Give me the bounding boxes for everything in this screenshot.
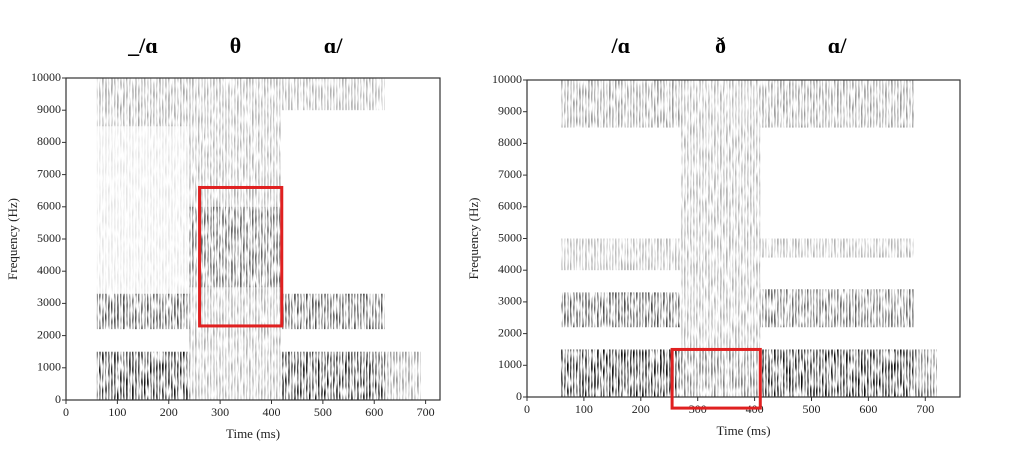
y-tick-label: 4000 — [37, 263, 61, 277]
y-tick-label: 4000 — [498, 262, 522, 276]
y-tick-label: 6000 — [498, 199, 522, 213]
energy-region — [561, 238, 681, 271]
energy-region — [281, 351, 385, 400]
y-tick-label: 8000 — [37, 134, 61, 148]
y-tick-label: 3000 — [37, 295, 61, 309]
energy-region — [96, 351, 190, 400]
highlight-box — [670, 347, 762, 410]
y-tick-label: 0 — [55, 392, 61, 406]
y-axis-title: Frequency (Hz) — [466, 198, 481, 280]
x-tick-label: 600 — [859, 402, 877, 416]
energy-region — [561, 292, 681, 328]
x-axis-title: Time (ms) — [226, 426, 280, 441]
energy-region — [760, 238, 914, 258]
y-tick-label: 6000 — [37, 199, 61, 213]
y-tick-label: 9000 — [498, 103, 522, 117]
y-tick-label: 10000 — [492, 72, 522, 86]
x-tick-label: 0 — [524, 402, 530, 416]
y-tick-label: 10000 — [31, 70, 61, 84]
y-tick-label: 8000 — [498, 135, 522, 149]
energy-region — [281, 78, 385, 111]
energy-region — [760, 349, 914, 397]
phone-label: _/ɑ — [127, 33, 158, 58]
highlight-box — [198, 185, 284, 328]
x-tick-label: 300 — [211, 405, 229, 419]
energy-region — [561, 349, 681, 397]
spectrogram — [561, 80, 937, 397]
x-axis-title: Time (ms) — [716, 423, 770, 438]
energy-region — [189, 206, 282, 288]
y-tick-label: 9000 — [37, 102, 61, 116]
x-tick-label: 400 — [262, 405, 280, 419]
spectrogram — [96, 78, 421, 400]
y-tick-label: 5000 — [37, 231, 61, 245]
energy-region — [913, 349, 937, 397]
energy-region — [96, 78, 190, 127]
energy-region — [561, 80, 681, 128]
y-tick-label: 2000 — [37, 327, 61, 341]
y-tick-label: 7000 — [498, 167, 522, 181]
x-tick-label: 500 — [314, 405, 332, 419]
phone-label: /ɑ — [611, 33, 631, 58]
energy-region — [760, 289, 914, 328]
y-tick-label: 2000 — [498, 325, 522, 339]
energy-region — [680, 349, 761, 397]
x-tick-label: 100 — [108, 405, 126, 419]
y-axis-title: Frequency (Hz) — [5, 198, 20, 280]
x-tick-label: 0 — [63, 405, 69, 419]
x-tick-label: 200 — [160, 405, 178, 419]
energy-region — [384, 351, 421, 400]
energy-region — [760, 80, 914, 128]
x-tick-label: 700 — [916, 402, 934, 416]
y-tick-label: 5000 — [498, 230, 522, 244]
x-tick-label: 700 — [417, 405, 435, 419]
y-tick-label: 7000 — [37, 166, 61, 180]
phone-label: ɑ/ — [828, 33, 848, 58]
x-tick-label: 100 — [575, 402, 593, 416]
energy-region — [281, 293, 385, 330]
phone-label: θ — [230, 33, 241, 58]
x-tick-label: 200 — [632, 402, 650, 416]
x-tick-label: 600 — [365, 405, 383, 419]
y-tick-label: 0 — [516, 389, 522, 403]
phone-label: ð — [715, 33, 726, 58]
y-tick-label: 1000 — [498, 357, 522, 371]
y-tick-label: 1000 — [37, 360, 61, 374]
y-tick-label: 3000 — [498, 294, 522, 308]
energy-region — [680, 80, 761, 350]
phone-label: ɑ/ — [324, 33, 344, 58]
x-tick-label: 500 — [802, 402, 820, 416]
energy-region — [96, 293, 190, 330]
energy-region — [96, 126, 190, 294]
